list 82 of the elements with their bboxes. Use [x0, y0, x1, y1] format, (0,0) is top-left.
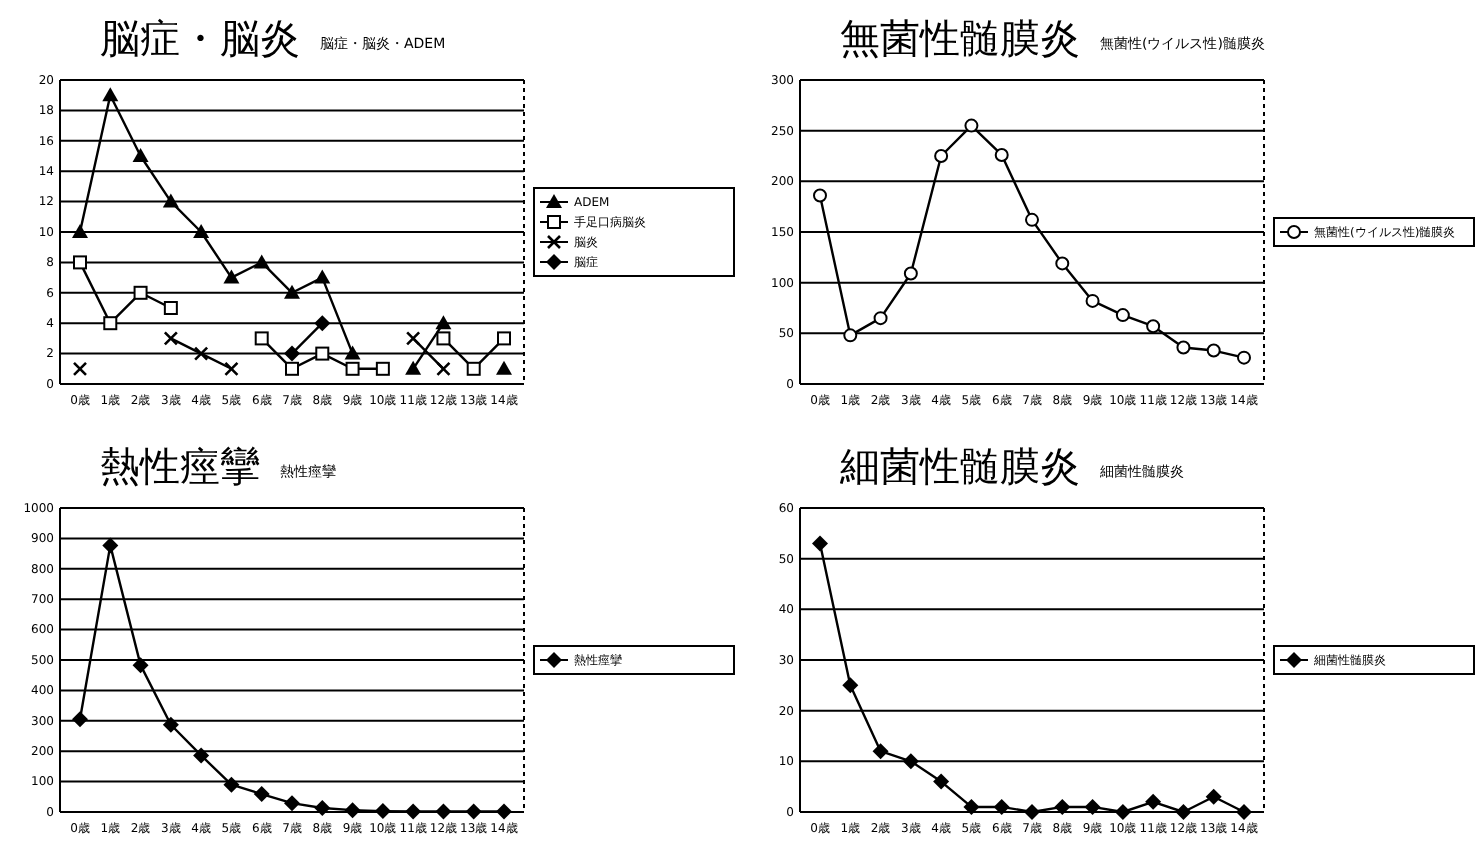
point	[345, 361, 360, 376]
point	[73, 255, 87, 270]
point	[284, 345, 300, 362]
point	[466, 361, 481, 376]
point	[1084, 798, 1101, 815]
point	[344, 345, 361, 360]
point	[813, 188, 827, 203]
point	[72, 711, 88, 728]
point	[314, 315, 331, 332]
point	[224, 361, 239, 377]
point	[163, 301, 178, 315]
point	[993, 798, 1010, 815]
point	[285, 361, 299, 376]
point	[72, 224, 88, 238]
point	[375, 361, 390, 376]
point	[132, 657, 149, 674]
point	[193, 224, 210, 238]
point	[1054, 798, 1071, 815]
point	[162, 193, 179, 208]
point	[1114, 804, 1131, 820]
point	[1115, 308, 1130, 323]
point	[465, 803, 482, 820]
point	[497, 331, 511, 346]
chart-title: 熱性痙攣	[100, 442, 260, 490]
point	[103, 316, 118, 331]
point	[435, 803, 452, 820]
point	[1176, 340, 1191, 355]
point	[102, 87, 119, 102]
point	[374, 803, 391, 820]
chart-title: 細菌性髄膜炎	[838, 442, 1080, 490]
point	[496, 803, 512, 820]
point	[193, 747, 210, 764]
point	[934, 149, 949, 163]
point	[405, 803, 422, 820]
point	[436, 361, 451, 377]
point	[1055, 256, 1070, 271]
chart-title: 無菌性髄膜炎	[840, 14, 1080, 62]
chart-title: 脳症・脳炎	[100, 14, 300, 62]
point	[254, 331, 269, 346]
point	[873, 311, 888, 326]
point	[344, 802, 361, 819]
point	[1206, 343, 1221, 358]
point	[162, 716, 179, 733]
point	[872, 743, 889, 760]
point	[1236, 804, 1252, 820]
point	[1205, 788, 1222, 805]
point	[902, 753, 919, 770]
point	[314, 800, 331, 817]
point	[132, 148, 149, 162]
point	[223, 776, 240, 793]
point	[405, 360, 422, 375]
point	[933, 773, 950, 790]
point	[963, 798, 980, 815]
point	[842, 677, 859, 694]
point	[314, 269, 331, 284]
point	[102, 537, 119, 554]
point	[1237, 350, 1251, 365]
point	[284, 284, 300, 299]
point	[72, 361, 88, 377]
point	[903, 266, 918, 281]
point	[1145, 793, 1162, 810]
point	[315, 346, 330, 361]
point	[1146, 319, 1161, 334]
point	[496, 360, 512, 375]
point	[1085, 293, 1100, 308]
point	[436, 331, 451, 346]
point	[812, 535, 828, 552]
point	[1024, 804, 1040, 820]
point	[405, 331, 421, 346]
point	[1025, 212, 1039, 227]
point	[133, 285, 148, 300]
point	[994, 147, 1009, 162]
point	[163, 331, 179, 346]
point	[253, 786, 270, 803]
point	[284, 795, 300, 812]
point	[223, 269, 240, 284]
point	[193, 346, 209, 361]
point	[435, 315, 452, 330]
point	[253, 254, 270, 269]
point	[843, 328, 858, 343]
point	[1175, 804, 1192, 820]
point	[964, 118, 979, 133]
